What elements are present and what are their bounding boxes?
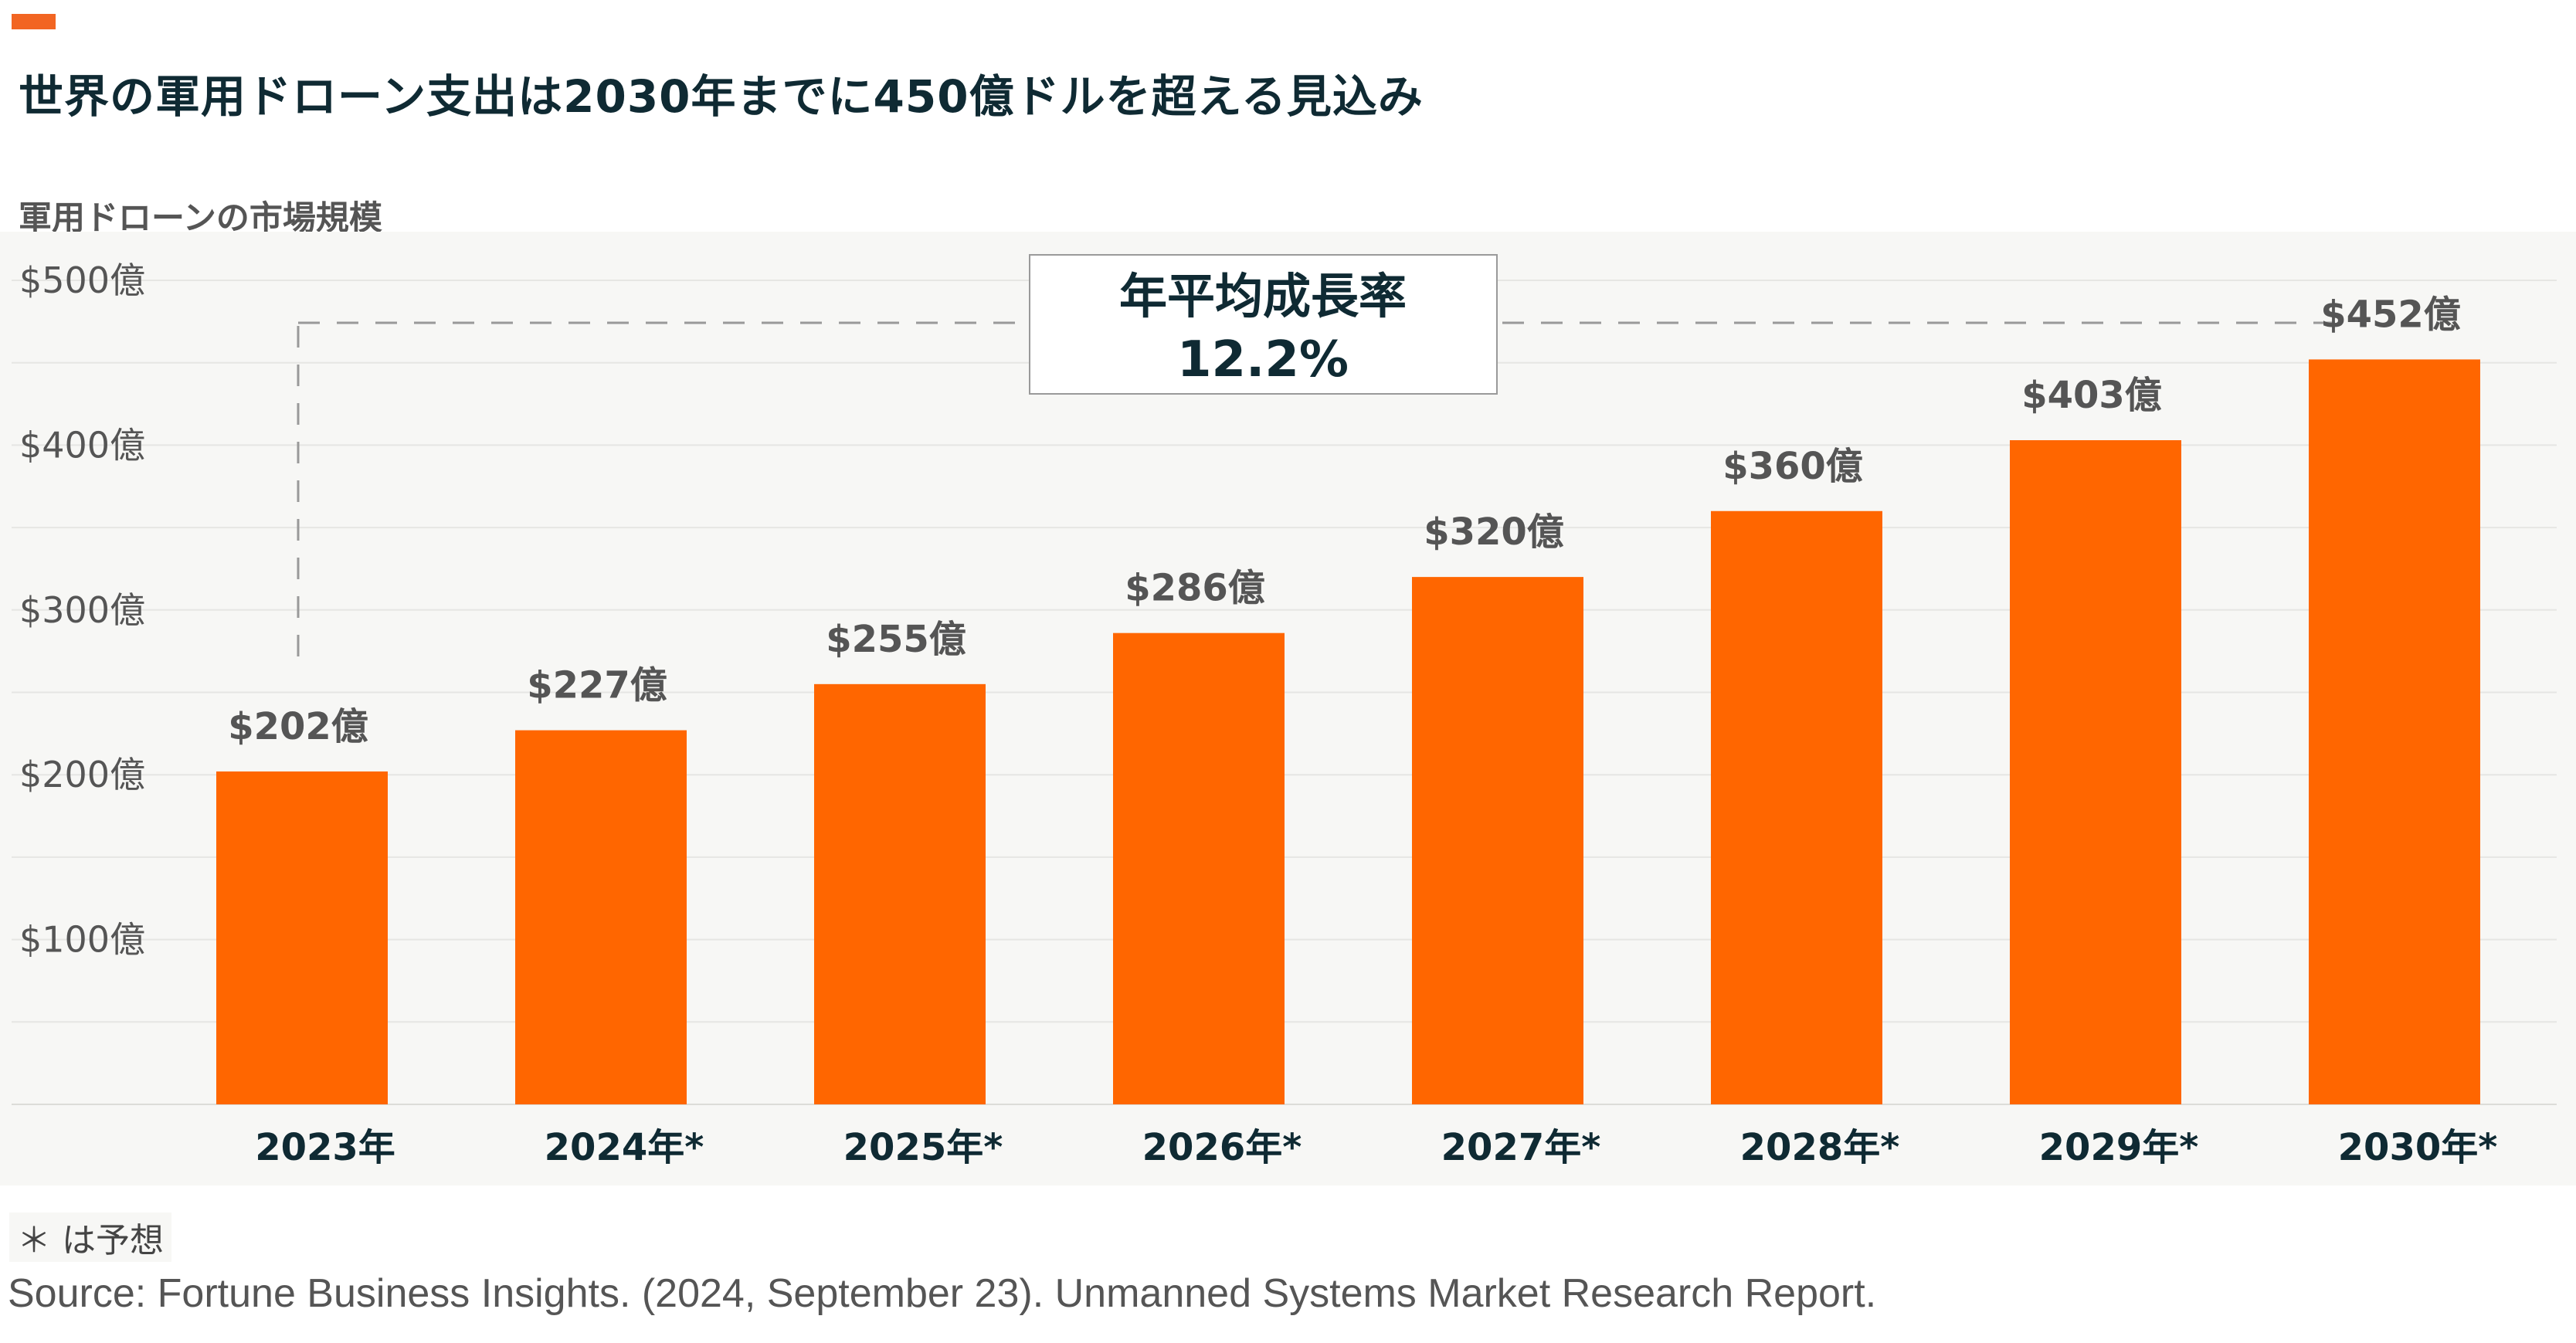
x-tick-label: 2025年* <box>843 1126 1003 1169</box>
value-label: $452億 <box>2320 293 2461 336</box>
value-label: $227億 <box>527 664 667 707</box>
cagr-bracket <box>297 321 2348 656</box>
x-tick-label: 2023年 <box>255 1126 395 1169</box>
x-tick-labels: 2023年 2024年* 2025年* 2026年* 2027年* 2028年* 2029年… <box>255 1126 2497 1169</box>
x-tick-label: 2029年* <box>2039 1126 2199 1169</box>
bar <box>216 771 388 1104</box>
x-tick-label: 2027年* <box>1441 1126 1601 1169</box>
value-label: $320億 <box>1424 510 1564 554</box>
y-tick-labels: $100億 $200億 $300億 $400億 $500億 <box>19 259 145 961</box>
value-label: $255億 <box>826 618 966 661</box>
x-tick-label: 2026年* <box>1142 1126 1302 1169</box>
y-tick-label: $200億 <box>19 754 145 795</box>
y-tick-label: $400億 <box>19 424 145 466</box>
y-tick-label: $500億 <box>19 259 145 301</box>
value-label: $403億 <box>2021 374 2162 417</box>
bar <box>515 730 687 1104</box>
x-tick-label: 2030年* <box>2338 1126 2498 1169</box>
y-axis-label: 軍用ドローンの市場規模 <box>19 199 382 238</box>
y-tick-label: $100億 <box>19 919 145 961</box>
cagr-box-frame <box>1029 254 1498 395</box>
cagr-box: 年平均成長率 12.2% <box>1029 254 1498 395</box>
y-tick-label: $300億 <box>19 589 145 631</box>
bar <box>2010 439 2181 1104</box>
x-tick-label: 2024年* <box>545 1126 704 1169</box>
source-note: Source: Fortune Business Insights. (2024… <box>8 1271 1877 1316</box>
bar <box>814 683 986 1104</box>
bar <box>1412 577 1583 1104</box>
footnote: ＊ は予想 <box>9 1212 171 1262</box>
chart-title: 世界の軍用ドローン支出は2030年までに450億ドルを超える見込み <box>19 70 1424 123</box>
bar <box>1711 510 1882 1104</box>
accent-bar <box>12 14 56 29</box>
bar <box>2309 359 2480 1104</box>
x-tick-label: 2028年* <box>1740 1126 1900 1169</box>
value-label: $202億 <box>228 705 368 748</box>
value-label: $286億 <box>1125 567 1265 610</box>
cagr-value: 12.2% <box>1177 331 1349 388</box>
value-labels: $202億 $227億 $255億 $286億 $320億 $360億 $403億 $452億 <box>228 293 2461 748</box>
bars <box>216 359 2480 1104</box>
value-label: $360億 <box>1722 445 1863 488</box>
cagr-label: 年平均成長率 <box>1119 268 1407 324</box>
bar <box>1113 632 1285 1104</box>
